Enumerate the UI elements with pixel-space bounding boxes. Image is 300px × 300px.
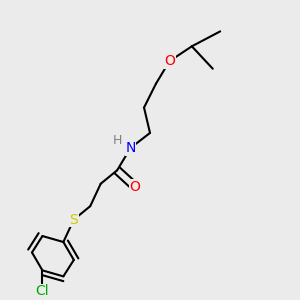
Text: N: N [125,141,136,155]
Text: S: S [69,213,78,226]
Text: O: O [130,180,140,194]
Text: Cl: Cl [36,284,49,298]
Text: O: O [164,54,175,68]
Text: H: H [112,134,122,147]
